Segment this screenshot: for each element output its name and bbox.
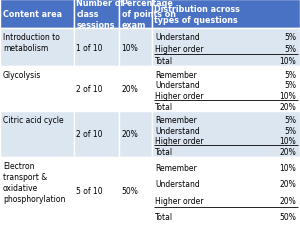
Text: 20%: 20% [280,180,296,189]
Bar [0,0,74,29]
Text: Distribution across
types of questions: Distribution across types of questions [154,5,240,25]
Text: Introduction to
metabolism: Introduction to metabolism [3,33,60,53]
Text: 5%: 5% [284,81,296,90]
Bar [152,157,300,225]
Text: 10%: 10% [280,56,296,65]
Text: Remember: Remember [155,115,197,124]
Text: 5%: 5% [284,70,296,79]
Text: 1 of 10: 1 of 10 [76,44,103,52]
Text: Total: Total [155,147,173,156]
Text: 20%: 20% [122,85,138,94]
Text: Remember: Remember [155,163,197,172]
Bar [118,67,152,112]
Text: 5%: 5% [284,45,296,54]
Text: Remember: Remember [155,70,197,79]
Bar [152,29,300,67]
Bar [74,29,118,67]
Text: Number of
class
sessions: Number of class sessions [76,0,124,30]
Text: Higher order: Higher order [155,137,204,146]
Text: 2 of 10: 2 of 10 [76,85,103,94]
Text: Citric acid cycle: Citric acid cycle [3,116,64,125]
Bar [74,0,118,29]
Bar [152,67,300,112]
Text: 10%: 10% [280,92,296,101]
Text: Total: Total [155,102,173,111]
Text: Understand: Understand [155,180,200,189]
Bar [118,29,152,67]
Text: 10%: 10% [122,44,138,52]
Bar [118,0,152,29]
Bar [74,112,118,157]
Text: 50%: 50% [280,212,296,221]
Text: Percentage
of points on
exam: Percentage of points on exam [122,0,176,30]
Text: 10%: 10% [280,163,296,172]
Bar [0,67,74,112]
Bar [152,112,300,157]
Text: 20%: 20% [122,130,138,139]
Bar [74,67,118,112]
Bar [0,29,74,67]
Text: 5%: 5% [284,33,296,42]
Text: Total: Total [155,212,173,221]
Text: 5%: 5% [284,115,296,124]
Text: Higher order: Higher order [155,196,204,205]
Text: 10%: 10% [280,137,296,146]
Text: 20%: 20% [280,196,296,205]
Text: 2 of 10: 2 of 10 [76,130,103,139]
Text: 20%: 20% [280,147,296,156]
Text: Glycolysis: Glycolysis [3,71,41,80]
Text: 20%: 20% [280,102,296,111]
Text: 50%: 50% [122,187,138,196]
Text: Understand: Understand [155,33,200,42]
Text: Total: Total [155,56,173,65]
Text: Higher order: Higher order [155,92,204,101]
Bar [118,157,152,225]
Bar [0,112,74,157]
Bar [74,157,118,225]
Text: Electron
transport &
oxidative
phosphorylation: Electron transport & oxidative phosphory… [3,161,65,203]
Bar [118,112,152,157]
Text: 5 of 10: 5 of 10 [76,187,103,196]
Text: Higher order: Higher order [155,45,204,54]
Bar [0,157,74,225]
Text: Understand: Understand [155,81,200,90]
Bar [152,0,300,29]
Text: Content area: Content area [3,10,62,19]
Text: Understand: Understand [155,126,200,135]
Text: 5%: 5% [284,126,296,135]
